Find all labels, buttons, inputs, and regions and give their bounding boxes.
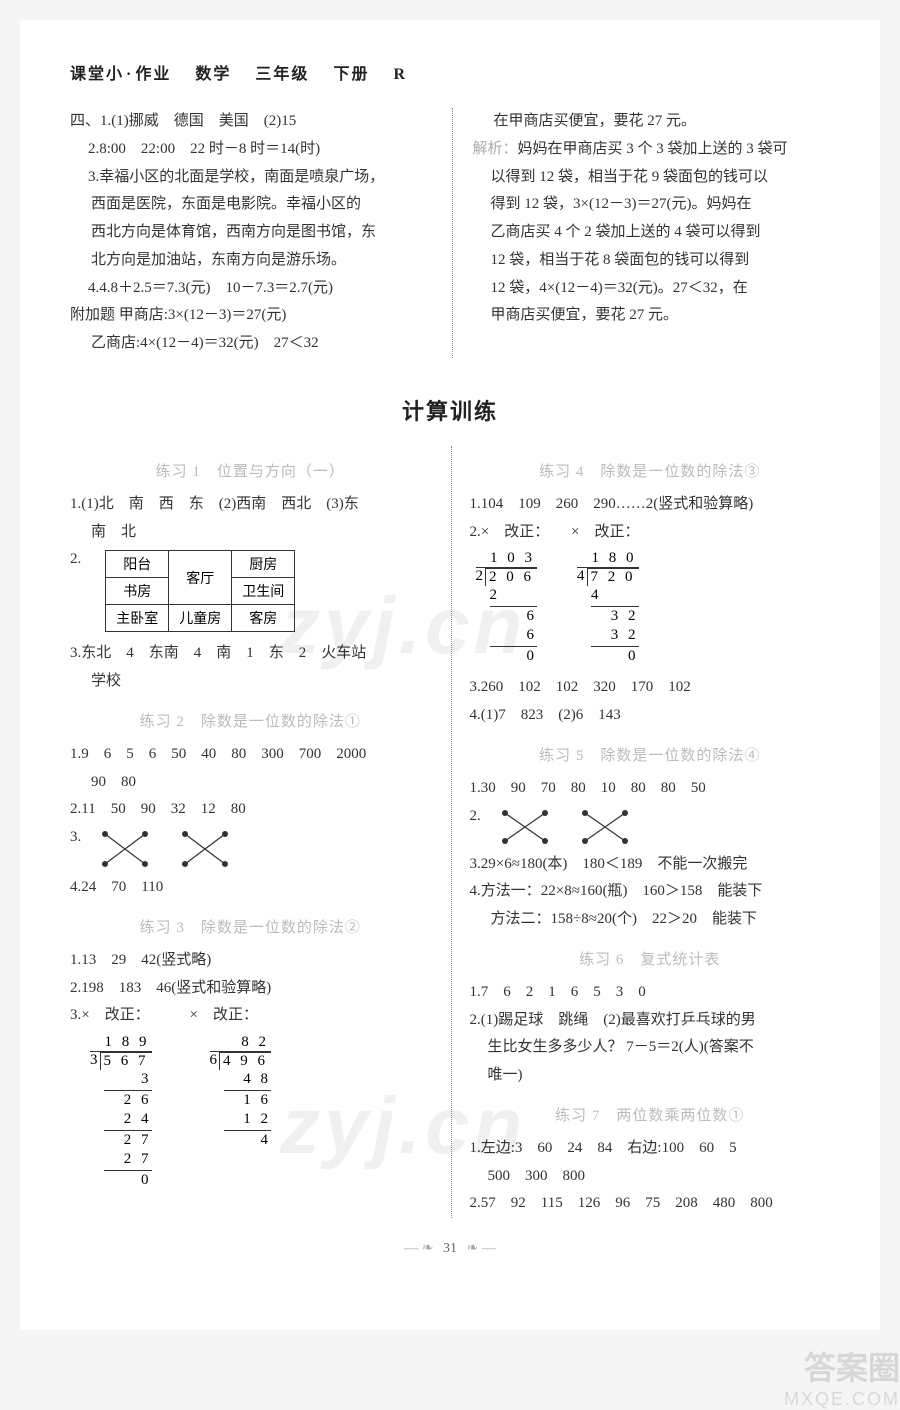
- ex2-cross-diagram: [95, 828, 255, 870]
- rm-10: 书房: [106, 578, 169, 605]
- tr-2-text: 妈妈在甲商店买 3 个 3 袋加上送的 3 袋可: [518, 141, 788, 157]
- ex5-title: 练习 5 除数是一位数的除法④: [470, 744, 831, 765]
- tl-6: 北方向是加油站，东南方向是游乐场。: [70, 247, 428, 275]
- ex6-title: 练习 6 复式统计表: [470, 948, 831, 969]
- ex4-l2: 2.× 改正：: [470, 519, 556, 547]
- ex7-l2: 500 300 800: [470, 1163, 831, 1191]
- ex3-l2: 2.198 183 46(竖式和验算略): [70, 975, 431, 1003]
- ex3-l3: 3.× 改正：: [70, 1002, 170, 1030]
- ex3-l3b: × 改正：: [190, 1002, 290, 1030]
- ex1-l3: 3.东北 4 东南 4 南 1 东 2 火车站: [70, 640, 431, 668]
- rm-12: 卫生间: [232, 578, 295, 605]
- ex5-l2: 2.: [470, 803, 481, 831]
- ex6-l1: 1.7 6 2 1 6 5 3 0: [470, 979, 831, 1007]
- page-header: 课堂小·作业 数学 三年级 下册 R: [70, 60, 830, 84]
- ex4-l3: 3.260 102 102 320 170 102: [470, 674, 831, 702]
- header-f: R: [393, 66, 407, 83]
- header-a: 课堂小: [70, 66, 124, 83]
- ex2-l2: 90 80: [70, 769, 431, 797]
- corner-brand: 答案圈 MXQE.COM: [740, 1343, 900, 1410]
- rm-22: 客房: [232, 605, 295, 632]
- ex4-l1: 1.104 109 260 290……2(竖式和验算略): [470, 491, 831, 519]
- ex3-longdiv-2: 8 2 64 9 6 4 8 1 6 1 2 4: [210, 1034, 272, 1150]
- ex1-title: 练习 1 位置与方向（一）: [70, 460, 431, 481]
- ex5-l1: 1.30 90 70 80 10 80 80 50: [470, 775, 831, 803]
- tl-9: 乙商店:4×(12－4)＝32(元) 27＜32: [70, 330, 428, 358]
- ex7-l3: 2.57 92 115 126 96 75 208 480 800: [470, 1190, 831, 1218]
- ex1-q2-num: 2.: [70, 546, 81, 574]
- ex6-l3: 生比女生多多少人？ 7－5＝2(人)(答案不: [470, 1034, 831, 1062]
- tr-8: 甲商店买便宜，要花 27 元。: [473, 302, 831, 330]
- corner-line2: MXQE.COM: [740, 1389, 900, 1410]
- tl-1: 四、1.(1)挪威 德国 美国 (2)15: [70, 108, 428, 136]
- ex4-l4: 4.(1)7 823 (2)6 143: [470, 702, 831, 730]
- tl-3: 3.幸福小区的北面是学校，南面是喷泉广场，: [70, 164, 428, 192]
- rm-20: 主卧室: [106, 605, 169, 632]
- ex5-l4: 4.方法一：22×8≈160(瓶) 160＞158 能装下: [470, 878, 831, 906]
- ex5-l3: 3.29×6≈180(本) 180＜189 不能一次搬完: [470, 851, 831, 879]
- ex3-title: 练习 3 除数是一位数的除法②: [70, 916, 431, 937]
- ex4-l2b: × 改正：: [571, 519, 657, 547]
- ex6-l2: 2.(1)踢足球 跳绳 (2)最喜欢打乒乓球的男: [470, 1007, 831, 1035]
- ex1-l2: 南 北: [70, 519, 431, 547]
- ex4-longdiv-2: 1 8 0 47 2 0 4 3 2 3 2 0: [577, 550, 639, 666]
- rm-21: 儿童房: [169, 605, 232, 632]
- rm-00: 阳台: [106, 551, 169, 578]
- tr-7: 12 袋，4×(12－4)＝32(元)。27＜32，在: [473, 275, 831, 303]
- main-right-col: 练习 4 除数是一位数的除法③ 1.104 109 260 290……2(竖式和…: [451, 446, 831, 1218]
- ex2-l5: 4.24 70 110: [70, 874, 431, 902]
- ex7-l1: 1.左边:3 60 24 84 右边:100 60 5: [470, 1135, 831, 1163]
- page: 课堂小·作业 数学 三年级 下册 R 四、1.(1)挪威 德国 美国 (2)15…: [20, 20, 880, 1330]
- deco-left: — ❧: [404, 1241, 433, 1256]
- top-right-col: 在甲商店买便宜，要花 27 元。 解析：妈妈在甲商店买 3 个 3 袋加上送的 …: [452, 108, 831, 358]
- rm-01: 客厅: [169, 551, 232, 605]
- tr-2-label: 解析：: [473, 141, 518, 157]
- ex1-l4: 学校: [70, 668, 431, 696]
- page-number: — ❧ 31 ❧ —: [70, 1240, 830, 1257]
- tr-4: 得到 12 袋，3×(12－3)＝27(元)。妈妈在: [473, 191, 831, 219]
- header-c: 数学: [195, 66, 231, 83]
- header-d: 三年级: [255, 66, 309, 83]
- tl-8: 附加题 甲商店:3×(12－3)＝27(元): [70, 302, 428, 330]
- tr-1: 在甲商店买便宜，要花 27 元。: [473, 108, 831, 136]
- rm-02: 厨房: [232, 551, 295, 578]
- tr-3: 以得到 12 袋，相当于花 9 袋面包的钱可以: [473, 164, 831, 192]
- tl-7: 4.4.8＋2.5＝7.3(元) 10－7.3＝2.7(元): [70, 275, 428, 303]
- tr-5: 乙商店买 4 个 2 袋加上送的 4 袋可以得到: [473, 219, 831, 247]
- ex6-l4: 唯一): [470, 1062, 831, 1090]
- ex4-longdiv-1: 1 0 3 22 0 6 2 6 6 0: [476, 550, 538, 666]
- ex2-l1: 1.9 6 5 6 50 40 80 300 700 2000: [70, 741, 431, 769]
- top-columns: 四、1.(1)挪威 德国 美国 (2)15 2.8:00 22:00 22 时－…: [70, 108, 830, 358]
- main-columns: 练习 1 位置与方向（一） 1.(1)北 南 西 东 (2)西南 西北 (3)东…: [70, 446, 830, 1218]
- tr-2: 解析：妈妈在甲商店买 3 个 3 袋加上送的 3 袋可: [473, 136, 831, 164]
- main-left-col: 练习 1 位置与方向（一） 1.(1)北 南 西 东 (2)西南 西北 (3)东…: [70, 446, 431, 1218]
- tl-2: 2.8:00 22:00 22 时－8 时＝14(时): [70, 136, 428, 164]
- header-e: 下册: [333, 66, 369, 83]
- room-table: 阳台客厅厨房 书房 卫生间 主卧室儿童房客房: [105, 550, 295, 632]
- deco-right: ❧ —: [467, 1241, 496, 1256]
- ex3-l1: 1.13 29 42(竖式略): [70, 947, 431, 975]
- ex2-l4: 3.: [70, 824, 81, 852]
- corner-line1: 答案圈: [740, 1343, 900, 1389]
- top-left-col: 四、1.(1)挪威 德国 美国 (2)15 2.8:00 22:00 22 时－…: [70, 108, 428, 358]
- tl-5: 西北方向是体育馆，西南方向是图书馆，东: [70, 219, 428, 247]
- ex3-longdiv-1: 1 8 9 35 6 7 3 2 6 2 4 2 7 2 7 0: [90, 1034, 152, 1190]
- ex7-title: 练习 7 两位数乘两位数①: [470, 1104, 831, 1125]
- page-num-value: 31: [443, 1241, 457, 1256]
- section-title: 计算训练: [70, 394, 830, 426]
- ex2-l3: 2.11 50 90 32 12 80: [70, 796, 431, 824]
- ex1-l1: 1.(1)北 南 西 东 (2)西南 西北 (3)东: [70, 491, 431, 519]
- ex5-l5: 方法二：158÷8≈20(个) 22＞20 能装下: [470, 906, 831, 934]
- ex4-title: 练习 4 除数是一位数的除法③: [470, 460, 831, 481]
- header-b: 作业: [135, 66, 171, 83]
- tr-6: 12 袋，相当于花 8 袋面包的钱可以得到: [473, 247, 831, 275]
- ex5-cross-diagram: [495, 807, 655, 847]
- ex2-title: 练习 2 除数是一位数的除法①: [70, 710, 431, 731]
- tl-4: 西面是医院，东面是电影院。幸福小区的: [70, 191, 428, 219]
